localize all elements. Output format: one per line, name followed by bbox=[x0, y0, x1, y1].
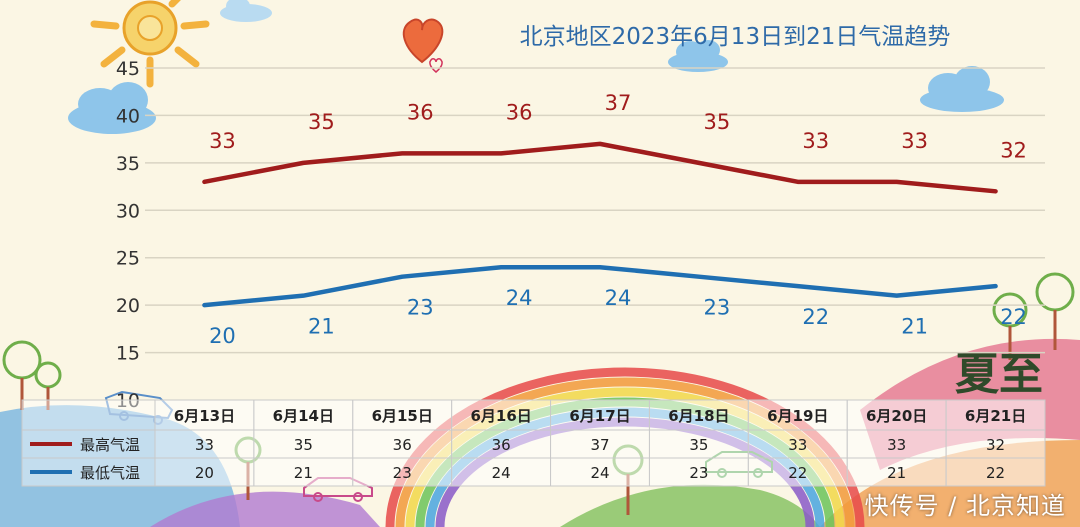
table-value: 37 bbox=[590, 436, 609, 454]
table-cell bbox=[352, 399, 453, 431]
cloud-icon bbox=[920, 66, 1004, 112]
x-category-label: 6月18日 bbox=[668, 407, 729, 425]
table-value: 22 bbox=[986, 464, 1005, 482]
table-cell bbox=[253, 399, 354, 431]
x-category-label: 6月15日 bbox=[372, 407, 433, 425]
table-cell bbox=[550, 399, 650, 431]
data-label: 21 bbox=[308, 315, 335, 339]
legend-entry: 最低气温 bbox=[80, 464, 140, 482]
y-tick-label: 45 bbox=[116, 58, 140, 80]
x-category-label: 6月20日 bbox=[866, 407, 927, 425]
cloud-icon bbox=[668, 40, 728, 72]
series-line bbox=[202, 264, 998, 308]
table-row-header-cell bbox=[21, 399, 156, 431]
table-value: 33 bbox=[788, 436, 807, 454]
table-cell bbox=[451, 429, 552, 459]
table-value: 23 bbox=[393, 464, 412, 482]
data-label: 22 bbox=[802, 305, 829, 329]
table-cell bbox=[352, 457, 453, 487]
data-label: 33 bbox=[209, 129, 236, 153]
data-label: 24 bbox=[506, 286, 533, 310]
gridlines bbox=[145, 67, 1045, 354]
data-label: 33 bbox=[901, 129, 928, 153]
table-cell bbox=[747, 457, 848, 487]
data-label: 33 bbox=[802, 129, 829, 153]
y-axis: 10 15 20 25 30 35 40 45 bbox=[116, 58, 140, 412]
table-cell bbox=[451, 457, 552, 487]
data-label: 35 bbox=[308, 110, 335, 134]
table-value: 21 bbox=[887, 464, 906, 482]
table-value: 21 bbox=[294, 464, 313, 482]
data-label: 36 bbox=[506, 100, 533, 124]
data-label: 22 bbox=[1000, 305, 1027, 329]
table-value: 24 bbox=[492, 464, 511, 482]
watermark: 快传号 / 北京知道 bbox=[864, 492, 1066, 520]
chart-title: 北京地区2023年6月13日到21日气温趋势 bbox=[520, 24, 951, 50]
y-tick-label: 15 bbox=[116, 343, 140, 365]
y-tick-label: 20 bbox=[116, 295, 140, 317]
data-label: 35 bbox=[704, 110, 731, 134]
heart-icon bbox=[402, 18, 444, 73]
data-label: 24 bbox=[605, 286, 632, 310]
y-tick-label: 40 bbox=[116, 105, 140, 127]
tree-icon bbox=[2, 340, 62, 410]
table-cell bbox=[846, 399, 947, 431]
x-category-label: 6月17日 bbox=[569, 407, 630, 425]
table-cell bbox=[451, 399, 552, 431]
data-label: 32 bbox=[1000, 138, 1027, 162]
x-category-label: 6月16日 bbox=[470, 407, 531, 425]
table-cell bbox=[945, 457, 1046, 487]
table-value: 20 bbox=[195, 464, 214, 482]
table-value: 24 bbox=[590, 464, 609, 482]
table-cell bbox=[846, 457, 947, 487]
table-value: 33 bbox=[195, 436, 214, 454]
sun-icon bbox=[90, 0, 210, 88]
table-cell bbox=[352, 429, 453, 459]
table-value: 33 bbox=[887, 436, 906, 454]
table-value: 35 bbox=[294, 436, 313, 454]
data-label: 20 bbox=[209, 324, 236, 348]
y-tick-label: 30 bbox=[116, 200, 140, 222]
y-tick-label: 10 bbox=[116, 390, 140, 412]
table-value: 23 bbox=[689, 464, 708, 482]
data-label: 23 bbox=[407, 296, 434, 320]
table-cell bbox=[648, 399, 749, 431]
table-value: 36 bbox=[393, 436, 412, 454]
data-label: 37 bbox=[605, 91, 632, 115]
cloud-icon bbox=[68, 82, 156, 134]
data-label: 21 bbox=[901, 315, 928, 339]
data-label: 23 bbox=[704, 296, 731, 320]
x-category-label: 6月13日 bbox=[174, 407, 235, 425]
table-value: 22 bbox=[788, 464, 807, 482]
x-category-label: 6月21日 bbox=[965, 407, 1026, 425]
y-tick-label: 25 bbox=[116, 248, 140, 270]
legend-entry: 最高气温 bbox=[80, 436, 140, 454]
data-table: 6月13日 6月14日 6月15日 6月16日 6月17日 6月18日 6月19日 6月20日… bbox=[21, 399, 1046, 487]
x-category-label: 6月19日 bbox=[767, 407, 828, 425]
table-cell bbox=[253, 457, 354, 487]
table-value: 36 bbox=[492, 436, 511, 454]
x-category-label: 6月14日 bbox=[273, 407, 334, 425]
data-label: 36 bbox=[407, 100, 434, 124]
table-cell bbox=[648, 429, 749, 459]
data-labels: 33 35 36 36 37 35 33 33 32 20 21 23 24 24 23 22 21 22 bbox=[209, 91, 1027, 348]
summer-solstice-calligraphy: 夏至 bbox=[955, 349, 1043, 400]
table-cell bbox=[846, 429, 947, 459]
y-tick-label: 35 bbox=[116, 153, 140, 175]
table-cell bbox=[550, 457, 650, 487]
cloud-icon bbox=[220, 0, 272, 22]
table-value: 32 bbox=[986, 436, 1005, 454]
table-cell bbox=[945, 429, 1046, 459]
series-lines bbox=[202, 141, 998, 308]
series-line bbox=[202, 141, 998, 194]
table-value: 35 bbox=[689, 436, 708, 454]
tree-icon bbox=[992, 272, 1075, 360]
table-cell bbox=[945, 399, 1046, 431]
